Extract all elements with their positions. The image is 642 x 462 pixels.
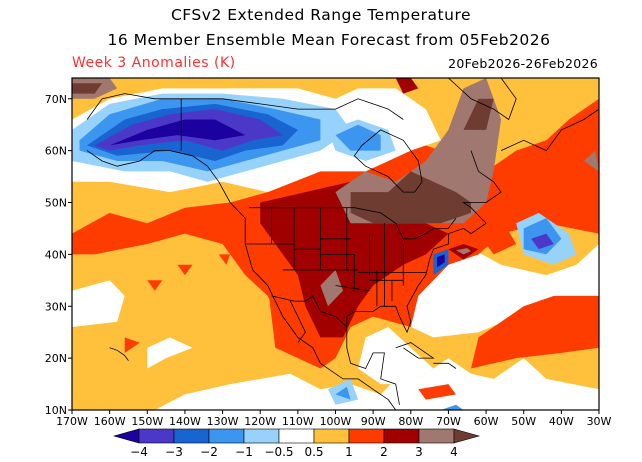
coastline-7 — [248, 207, 457, 240]
anomaly-region-neutral-tropics-west — [72, 280, 125, 327]
colorbar-arrow-right — [453, 428, 481, 444]
anomaly-region-warm5-arctic-nw — [72, 83, 103, 94]
coastline-12 — [448, 78, 517, 121]
anomaly-region-warm2-hawaii — [124, 337, 140, 353]
colorbar-swatch — [278, 428, 315, 444]
coastline-5 — [86, 93, 404, 120]
coastline-6 — [353, 129, 423, 193]
colorbar-swatch — [418, 428, 455, 444]
coastline-2 — [346, 150, 502, 334]
colorbar-level-label: 2 — [380, 445, 388, 459]
anomaly-region-cold1-mexico — [335, 386, 351, 400]
x-tick-label: 40W — [549, 415, 574, 428]
y-tick-label: 60N — [45, 145, 67, 158]
anomaly-region-warm2-carib-south — [418, 384, 456, 400]
chart-title: CFSv2 Extended Range Temperature — [170, 6, 472, 24]
colorbar-swatch — [243, 428, 280, 444]
anomaly-region-neutral-tropics-south — [154, 358, 599, 410]
colorbar-level-label: −1 — [235, 445, 253, 459]
y-tick-label: 50N — [45, 197, 67, 210]
colorbar-level-label: −4 — [130, 445, 148, 459]
x-tick-label: 140W — [169, 415, 201, 428]
anomaly-region-warm2-atlantic — [471, 295, 599, 369]
anomaly-region-neutral-carib — [358, 327, 434, 385]
chart-subtitle: 16 Member Ensemble Mean Forecast from 05… — [107, 31, 551, 49]
anomaly-region-cold-venezuela — [440, 404, 464, 410]
coastline-9 — [395, 342, 435, 359]
x-tick-label: 150W — [131, 415, 163, 428]
y-tick-label: 70N — [45, 93, 67, 106]
anomaly-region-warm4-east-canada — [335, 78, 502, 224]
anomaly-region-warm4-atlantic-blob — [456, 248, 471, 255]
anomaly-region-cold4-alaska — [109, 119, 246, 146]
y-tick-label: 10N — [45, 404, 67, 417]
coastline-0 — [86, 150, 397, 410]
x-tick-label: 50W — [511, 415, 536, 428]
anomaly-region-warm3-aleutian — [395, 78, 419, 94]
colorbar-arrow-left — [112, 428, 140, 444]
coastline-3 — [346, 327, 400, 405]
x-tick-label: 130W — [207, 415, 239, 428]
coastline-11 — [500, 108, 599, 152]
valid-period: 20Feb2026-26Feb2026 — [448, 56, 598, 71]
colorbar-level-label: 0.5 — [304, 445, 323, 459]
anomaly-region-warm5-hudson — [350, 171, 471, 224]
x-tick-label: 90W — [361, 415, 386, 428]
x-tick-label: 70W — [436, 415, 461, 428]
x-tick-label: 110W — [282, 415, 314, 428]
anomaly-region-cold1-hudson-west — [335, 124, 381, 151]
y-tick-label: 40N — [45, 248, 67, 261]
colorbar-level-label: −3 — [165, 445, 183, 459]
colorbar-swatch — [173, 428, 210, 444]
field-label: Week 3 Anomalies (K) — [72, 55, 236, 71]
colorbar-swatch — [138, 428, 175, 444]
colorbar-level-label: 1 — [345, 445, 353, 459]
coastline-8 — [271, 295, 348, 328]
state-border-14 — [335, 285, 370, 292]
x-tick-label: 100W — [320, 415, 352, 428]
anomaly-region-warm2-isle3 — [218, 254, 231, 265]
anomaly-region-warm1-nova — [478, 218, 517, 255]
anomaly-region-warm2-isle2 — [147, 280, 163, 291]
colorbar-level-label: −2 — [200, 445, 218, 459]
coastline-10 — [433, 362, 457, 369]
colorbar-level-label: −0.5 — [264, 445, 293, 459]
x-tick-label: 30W — [587, 415, 612, 428]
colorbar-swatch — [208, 428, 245, 444]
anomaly-region-warm4-plains — [320, 269, 343, 307]
y-tick-label: 30N — [45, 300, 67, 313]
y-tick-label: 20N — [45, 352, 67, 365]
anomaly-region-cold3-atlantic — [531, 233, 554, 250]
x-tick-label: 60W — [474, 415, 499, 428]
anomaly-region-neutral-hawaii-east — [147, 337, 193, 369]
coastline-1 — [289, 300, 306, 343]
colorbar-level-label: 4 — [450, 445, 458, 459]
colorbar-swatch — [348, 428, 385, 444]
colorbar-swatch — [313, 428, 350, 444]
x-tick-label: 80W — [398, 415, 423, 428]
anomaly-region-warm2-isle1 — [177, 264, 193, 276]
anomaly-region-cold4-nj — [437, 254, 445, 268]
x-tick-label: 120W — [244, 415, 276, 428]
anomaly-region-warm5-baffin — [463, 98, 494, 130]
coastline-13 — [109, 347, 129, 361]
x-tick-label: 170W — [56, 415, 88, 428]
anomaly-region-warm4-greenland-s — [583, 150, 599, 172]
anomaly-region-warm2-pacific-edge — [267, 285, 298, 359]
x-tick-label: 160W — [94, 415, 126, 428]
colorbar-swatch — [383, 428, 420, 444]
colorbar-level-label: 3 — [415, 445, 423, 459]
